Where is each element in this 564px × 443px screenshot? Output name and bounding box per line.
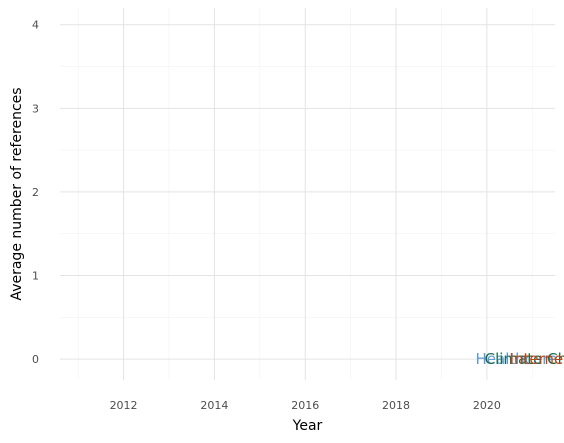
x-tick-label: 2014 <box>200 399 228 412</box>
y-tick-label: 4 <box>32 19 39 32</box>
y-axis-tick-labels: 0 1 2 3 4 <box>32 19 39 366</box>
series-label: Healthcare <box>476 350 558 368</box>
y-tick-label: 1 <box>32 270 39 283</box>
series-point <box>554 358 556 360</box>
major-gridlines <box>60 8 555 380</box>
series-label: Internet <box>510 350 564 368</box>
x-tick-label: 2018 <box>382 399 410 412</box>
x-axis-title: Year <box>292 418 323 434</box>
x-axis-tick-labels: 2012 2014 2016 2018 2020 <box>110 399 501 412</box>
series-label: Climate Ch <box>485 350 564 368</box>
minor-gridlines <box>60 8 555 380</box>
y-tick-label: 0 <box>32 353 39 366</box>
y-axis-title: Average number of references <box>9 87 25 300</box>
x-tick-label: 2016 <box>291 399 319 412</box>
series-lines <box>554 358 556 360</box>
x-tick-label: 2012 <box>110 399 138 412</box>
y-tick-label: 2 <box>32 186 39 199</box>
y-tick-label: 3 <box>32 102 39 115</box>
x-tick-label: 2020 <box>473 399 501 412</box>
